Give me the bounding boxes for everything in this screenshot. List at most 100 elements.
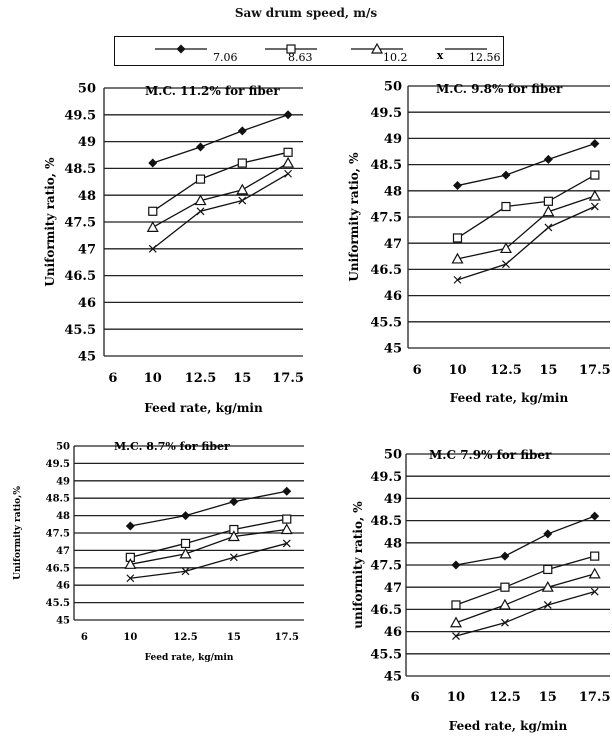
y-tick-label: 49: [56, 476, 70, 487]
series-line: [152, 173, 289, 250]
y-tick-label: 48.5: [64, 162, 96, 177]
x-tick-label: 15: [233, 371, 251, 386]
legend-label: 12.56: [469, 51, 501, 64]
series-8-63: [125, 514, 292, 562]
data-point: [181, 511, 191, 521]
y-tick-label: 49.5: [370, 106, 402, 121]
series-7-06: [452, 139, 600, 191]
data-point: [196, 142, 206, 152]
chart-title: M.C. 11.2% for fiber: [145, 84, 280, 98]
series-7-06: [148, 110, 293, 168]
data-point: [452, 233, 463, 243]
data-point: [543, 196, 553, 206]
y-tick-label: 50: [78, 82, 96, 97]
x-tick-label: 12.5: [173, 632, 197, 643]
y-tick-label: 45.5: [370, 647, 402, 662]
series-10-2: [451, 189, 601, 264]
y-axis-label: Uniformity ratio, %: [43, 157, 57, 287]
series-10-2: [146, 156, 295, 232]
x-tick-label: 6: [411, 690, 420, 705]
x-axis-label: Feed rate, kg/min: [145, 653, 234, 663]
legend-entry-7-06: 7.06: [155, 44, 238, 64]
y-tick-label: 50: [56, 442, 70, 453]
y-tick-label: 48: [56, 511, 70, 522]
y-tick-label: 49: [384, 492, 402, 507]
data-point: [501, 170, 511, 180]
x-tick-label: 10: [123, 632, 137, 643]
data-point: [499, 242, 512, 254]
data-point: [452, 632, 460, 640]
series-8-63: [148, 147, 293, 216]
legend-diamond-icon: [176, 44, 186, 54]
data-point: [590, 587, 599, 596]
legend-x-icon: x: [437, 49, 444, 62]
data-point: [125, 521, 135, 531]
data-point: [588, 567, 601, 579]
y-tick-label: 49: [384, 132, 402, 147]
y-tick-label: 45: [78, 350, 96, 365]
series-line: [130, 542, 287, 579]
data-point: [451, 560, 461, 570]
y-tick-label: 46.5: [370, 263, 402, 278]
legend-triangle-icon: [370, 42, 384, 54]
data-point: [237, 126, 247, 136]
series-8-63: [451, 551, 600, 610]
x-tick-label: 10: [447, 690, 465, 705]
data-point: [148, 206, 158, 216]
x-tick-label: 12.5: [490, 363, 522, 378]
chart-panel-mc-8-7: 50 49.5 49 48.5 48 47.5 47 46.5 46 45.5 45 6 10 12.5 1…: [13, 440, 304, 663]
data-point: [543, 601, 552, 609]
data-point: [282, 486, 292, 496]
data-point: [238, 196, 247, 205]
x-tick-label: 15: [539, 690, 557, 705]
y-tick-label: 49.5: [46, 459, 70, 470]
data-point: [542, 205, 555, 217]
data-point: [543, 564, 553, 575]
series-line: [457, 195, 596, 260]
series-line: [455, 555, 595, 606]
data-point: [282, 539, 291, 548]
x-tick-label: 6: [81, 632, 88, 643]
y-tick-label: 47: [384, 237, 402, 252]
y-tick-label: 47.5: [370, 211, 402, 226]
x-tick-label: 6: [413, 363, 422, 378]
y-tick-label: 45: [56, 616, 70, 627]
series-12-56: [126, 539, 291, 583]
data-point: [588, 189, 601, 201]
data-point: [236, 183, 249, 195]
series-7-06: [451, 511, 600, 570]
y-tick-label: 48.5: [370, 514, 402, 529]
y-tick-label: 45.5: [64, 323, 96, 338]
legend-entry-10-2: 10.2: [351, 42, 408, 64]
series-line: [130, 528, 287, 565]
series-10-2: [449, 567, 601, 628]
chart-title: M.C 7.9% for fiber: [429, 448, 552, 462]
series-line: [455, 591, 595, 637]
gridlines: [405, 453, 610, 677]
gridlines: [73, 445, 304, 621]
data-point: [282, 514, 292, 524]
y-axis-label: Uniformity ratio, %: [347, 152, 361, 282]
data-point: [543, 529, 553, 539]
y-tick-label: 45.5: [370, 315, 402, 330]
y-tick-label: 45: [384, 670, 402, 685]
y-tick-label: 45.5: [46, 598, 70, 609]
y-tick-label: 46.5: [64, 269, 96, 284]
series-line: [457, 174, 596, 239]
legend-svg: 7.06 8.63 10.2 x 12.56: [155, 42, 501, 64]
data-point: [148, 244, 157, 253]
gridlines: [103, 87, 303, 357]
y-tick-label: 47: [56, 546, 70, 557]
data-point: [544, 223, 553, 232]
data-point: [500, 551, 510, 561]
x-tick-label: 17.5: [579, 690, 611, 705]
x-tick-label: 17.5: [579, 363, 611, 378]
x-tick-label: 15: [539, 363, 557, 378]
series-line: [455, 515, 595, 566]
y-tick-label: 50: [384, 80, 402, 95]
chart-panel-mc-9-8: 50 49.5 49 48.5 48 47.5 47 46.5 46 45.5 45 6 10 12.5 1…: [347, 80, 611, 405]
x-tick-label: 15: [227, 632, 241, 643]
y-tick-label: 47.5: [64, 216, 96, 231]
chart-title: M.C. 8.7% for fiber: [114, 440, 230, 453]
series-7-06: [125, 486, 292, 531]
